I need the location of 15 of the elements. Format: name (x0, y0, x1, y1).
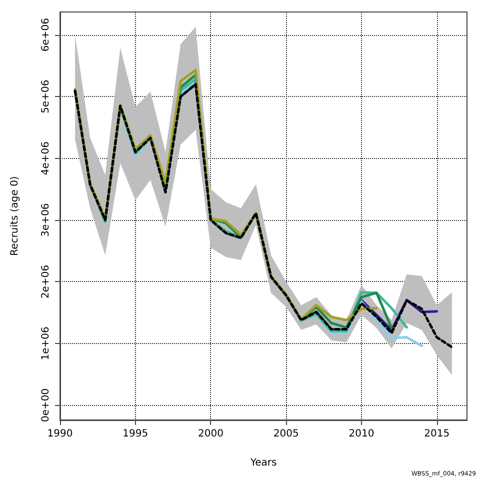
y-tick-label: 1e+06 (40, 326, 52, 360)
x-tick-label: 2000 (198, 428, 224, 440)
x-tick-label: 2010 (348, 428, 374, 440)
y-tick-label: 5e+06 (40, 80, 52, 114)
y-tick-label: 2e+06 (40, 264, 52, 299)
x-tick-label: 2015 (424, 428, 450, 440)
x-axis-title: Years (249, 458, 277, 468)
y-tick-label: 0e+00 (40, 388, 52, 422)
x-tick-label: 1995 (122, 428, 148, 440)
y-tick-label: 6e+06 (40, 18, 52, 52)
y-tick-label: 3e+06 (40, 203, 52, 237)
y-axis-title: Recruits (age 0) (10, 176, 20, 256)
x-tick-label: 2005 (273, 428, 299, 440)
y-tick-label: 4e+06 (40, 141, 52, 176)
x-tick-label: 1990 (47, 428, 73, 440)
